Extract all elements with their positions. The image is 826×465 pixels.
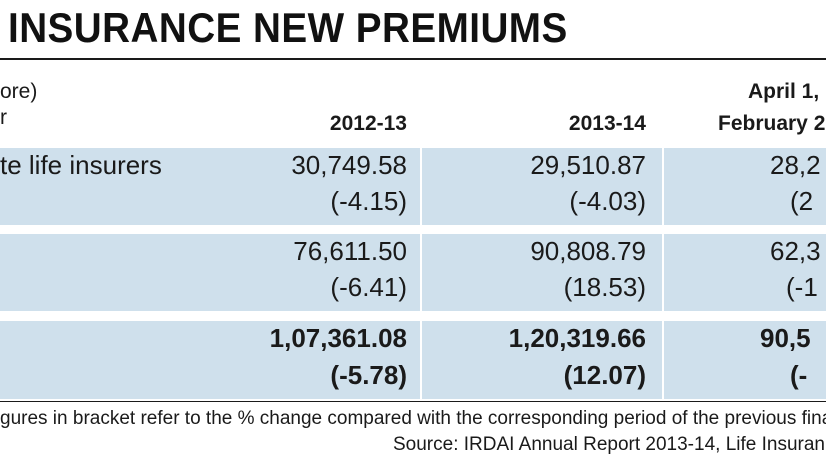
table-cell-change: (-1: [786, 272, 818, 302]
table-cell-change: (2: [790, 186, 814, 216]
header-left-label: r: [0, 106, 7, 129]
column-separator: [662, 148, 664, 399]
table-cell-total: 90,5: [760, 323, 811, 353]
row-band-lic: [0, 234, 826, 311]
table-cell-total: 1,07,361.08: [269, 323, 407, 353]
footnote: gures in bracket refer to the % change c…: [0, 408, 826, 429]
table-cell: 62,3: [770, 236, 821, 266]
table-cell-total-change: (12.07): [563, 360, 646, 390]
chart-title: INSURANCE NEW PREMIUMS: [8, 4, 568, 51]
source-note: Source: IRDAI Annual Report 2013-14, Lif…: [393, 434, 825, 455]
column-header-2012-13: 2012-13: [329, 112, 407, 135]
top-rule: [0, 58, 826, 60]
table-cell-change: (18.53): [563, 272, 646, 302]
table-cell: 76,611.50: [293, 236, 407, 266]
table-cell-total-change: (-5.78): [330, 360, 407, 390]
table-cell-change: (-4.15): [330, 186, 407, 216]
table-cell: 30,749.58: [291, 150, 407, 180]
column-header-period-line1: April 1,: [748, 80, 820, 103]
table-cell-total: 1,20,319.66: [508, 323, 646, 353]
table-cell-change: (-6.41): [330, 272, 407, 302]
table-cell: 29,510.87: [530, 150, 646, 180]
bottom-rule: [0, 401, 826, 402]
row-band-private-life: [0, 148, 826, 225]
table-cell: 90,808.79: [530, 236, 646, 266]
column-separator: [420, 148, 422, 399]
table-cell-total-change: (-: [790, 360, 808, 390]
row-label-private-life-insurers: te life insurers: [0, 150, 162, 180]
table-cell: 28,2: [770, 150, 821, 180]
column-header-2013-14: 2013-14: [568, 112, 646, 135]
table-cell-change: (-4.03): [569, 186, 646, 216]
unit-label: ore): [0, 80, 38, 103]
row-band-total: [0, 321, 826, 399]
column-header-period-line2: February 2: [718, 112, 826, 135]
